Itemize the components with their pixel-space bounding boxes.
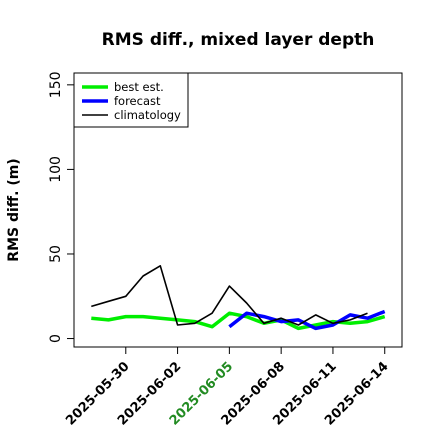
y-axis: 0 50 100 150 <box>48 71 74 343</box>
y-tick-label: 150 <box>48 71 64 98</box>
series-line-climatology <box>91 264 368 326</box>
x-axis: 2025-05-302025-06-022025-06-052025-06-08… <box>63 347 392 429</box>
y-tick-label: 50 <box>48 245 64 263</box>
plot-area <box>73 72 403 348</box>
y-tick-label: 0 <box>48 334 64 343</box>
legend-entry: best est. <box>114 80 164 94</box>
legend-entry: forecast <box>114 94 161 108</box>
series-layer <box>91 264 386 331</box>
y-tick-label: 100 <box>48 156 64 183</box>
y-axis-label: RMS diff. (m) <box>6 158 22 261</box>
legend-entry: climatology <box>114 108 181 122</box>
chart-title: RMS diff., mixed layer depth <box>102 30 375 50</box>
